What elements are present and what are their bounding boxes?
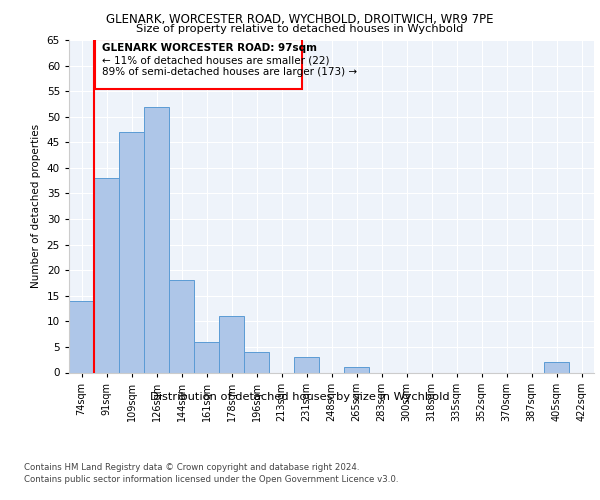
Bar: [219, 316, 244, 372]
Text: Contains HM Land Registry data © Crown copyright and database right 2024.: Contains HM Land Registry data © Crown c…: [24, 462, 359, 471]
Text: Distribution of detached houses by size in Wychbold: Distribution of detached houses by size …: [150, 392, 450, 402]
Text: ← 11% of detached houses are smaller (22): ← 11% of detached houses are smaller (22…: [101, 56, 329, 66]
Text: 89% of semi-detached houses are larger (173) →: 89% of semi-detached houses are larger (…: [101, 67, 356, 77]
Bar: [144, 106, 169, 372]
Bar: [544, 362, 569, 372]
Bar: [169, 280, 194, 372]
Bar: [344, 368, 369, 372]
Bar: [119, 132, 144, 372]
Y-axis label: Number of detached properties: Number of detached properties: [31, 124, 41, 288]
Text: Contains public sector information licensed under the Open Government Licence v3: Contains public sector information licen…: [24, 475, 398, 484]
Bar: [94, 178, 119, 372]
Text: Size of property relative to detached houses in Wychbold: Size of property relative to detached ho…: [136, 24, 464, 34]
Text: GLENARK WORCESTER ROAD: 97sqm: GLENARK WORCESTER ROAD: 97sqm: [101, 43, 317, 53]
Bar: [194, 342, 219, 372]
FancyBboxPatch shape: [95, 39, 302, 88]
Bar: [294, 357, 319, 372]
Bar: [69, 301, 94, 372]
Text: GLENARK, WORCESTER ROAD, WYCHBOLD, DROITWICH, WR9 7PE: GLENARK, WORCESTER ROAD, WYCHBOLD, DROIT…: [106, 12, 494, 26]
Bar: [244, 352, 269, 372]
